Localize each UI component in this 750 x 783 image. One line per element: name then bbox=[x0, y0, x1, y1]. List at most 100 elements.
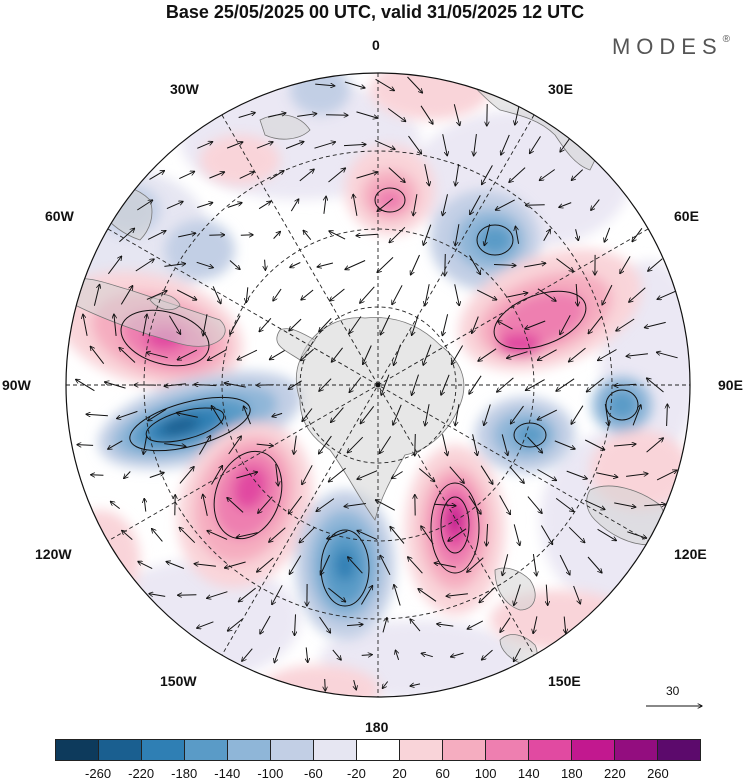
wind-vector bbox=[269, 171, 284, 180]
lon-label-150w: 150W bbox=[160, 673, 197, 689]
wind-vector bbox=[584, 499, 605, 509]
wind-vector bbox=[328, 467, 346, 482]
wind-vector bbox=[76, 379, 95, 392]
wind-vector bbox=[203, 494, 208, 516]
wind-vector bbox=[497, 377, 514, 392]
wind-vector bbox=[412, 374, 419, 396]
wind-vector bbox=[453, 104, 459, 125]
wind-vector bbox=[227, 498, 244, 513]
wind-vector bbox=[525, 320, 546, 329]
wind-vector bbox=[177, 349, 198, 360]
wind-vector bbox=[290, 199, 298, 212]
wind-vector bbox=[443, 194, 448, 215]
colorbar-segment bbox=[485, 740, 528, 760]
wind-vector bbox=[480, 465, 493, 485]
wind-vector bbox=[258, 201, 271, 210]
wind-vector bbox=[302, 408, 313, 422]
wind-vector bbox=[349, 316, 362, 334]
wind-vector bbox=[194, 564, 216, 567]
wind-vector bbox=[616, 318, 635, 331]
wind-vector bbox=[413, 194, 418, 216]
wind-vector bbox=[514, 648, 521, 661]
wind-vector bbox=[468, 495, 481, 514]
colorbar-segment bbox=[356, 740, 399, 760]
wind-vector bbox=[555, 497, 574, 511]
wind-vector bbox=[238, 587, 256, 602]
wind-vector bbox=[591, 199, 600, 211]
wind-vector bbox=[242, 648, 253, 662]
wind-vector bbox=[394, 585, 401, 606]
wind-vector bbox=[197, 203, 213, 208]
colorbar-segment bbox=[98, 740, 141, 760]
wind-vector bbox=[554, 440, 575, 449]
wind-vector bbox=[299, 526, 316, 543]
colorbar-tick-label: -100 bbox=[257, 766, 284, 781]
wind-vector bbox=[314, 142, 336, 149]
wind-vector bbox=[303, 230, 312, 241]
colorbar-tick-label: 100 bbox=[474, 766, 497, 781]
wind-vector bbox=[345, 260, 366, 270]
wind-vector bbox=[390, 527, 405, 544]
wind-vector bbox=[357, 470, 378, 480]
wind-vector bbox=[295, 614, 296, 635]
colorbar-segment bbox=[270, 740, 313, 760]
wind-vector bbox=[119, 348, 136, 363]
wind-vector bbox=[265, 259, 266, 271]
wind-vector bbox=[564, 616, 566, 634]
wind-vector bbox=[315, 84, 335, 86]
wind-vector bbox=[533, 616, 538, 633]
wind-vector bbox=[498, 321, 513, 330]
wind-vector bbox=[236, 472, 257, 479]
wind-vector bbox=[408, 135, 422, 154]
wind-vector bbox=[289, 555, 302, 575]
wind-vector bbox=[499, 495, 511, 514]
wind-vector bbox=[604, 404, 608, 426]
wind-vector bbox=[119, 228, 134, 243]
wind-vector bbox=[604, 227, 611, 242]
wind-vector bbox=[324, 196, 326, 214]
map-title: Base 25/05/2025 00 UTC, valid 31/05/2025… bbox=[165, 2, 585, 22]
wind-vector bbox=[509, 466, 524, 484]
wind-vector bbox=[537, 469, 557, 481]
wind-vector bbox=[275, 464, 279, 486]
wind-vector bbox=[344, 81, 365, 88]
wind-vector bbox=[196, 261, 214, 267]
wind-vector bbox=[176, 289, 197, 300]
wind-vector bbox=[629, 287, 646, 302]
wind-vector bbox=[467, 620, 484, 629]
wind-vector bbox=[415, 433, 416, 456]
wind-vector bbox=[476, 289, 497, 300]
lon-label-90w: 90W bbox=[2, 377, 31, 393]
colorbar bbox=[55, 739, 701, 761]
wind-vector bbox=[166, 562, 185, 569]
wind-vector bbox=[656, 352, 678, 359]
wind-vector bbox=[449, 466, 464, 484]
map-boundary bbox=[65, 72, 691, 698]
wind-vector bbox=[259, 317, 272, 331]
wind-vector bbox=[274, 647, 281, 663]
south-pole-marker bbox=[375, 382, 381, 388]
wind-vector bbox=[412, 314, 419, 336]
wind-vector bbox=[197, 142, 212, 149]
wind-vector bbox=[537, 288, 556, 301]
wind-vector bbox=[148, 408, 167, 421]
wind-vector bbox=[244, 406, 251, 425]
wind-vector bbox=[108, 256, 121, 275]
wind-vector bbox=[144, 498, 146, 512]
colorbar-tick-label: -260 bbox=[85, 766, 112, 781]
wind-vector bbox=[207, 591, 228, 599]
wind-vector bbox=[117, 410, 138, 418]
lon-label-60w: 60W bbox=[45, 208, 74, 224]
colorbar-segment bbox=[227, 740, 270, 760]
wind-vector bbox=[356, 111, 378, 118]
colorbar-tick-label: -60 bbox=[303, 766, 323, 781]
wind-vector bbox=[423, 344, 432, 366]
wind-vector bbox=[540, 525, 552, 545]
wind-vector bbox=[442, 434, 448, 455]
wind-vector bbox=[455, 224, 460, 246]
wind-vector bbox=[77, 445, 94, 446]
wind-vector bbox=[301, 348, 314, 360]
colorbar-segment bbox=[313, 740, 356, 760]
wind-vector bbox=[361, 655, 373, 656]
wind-vector bbox=[434, 563, 456, 568]
